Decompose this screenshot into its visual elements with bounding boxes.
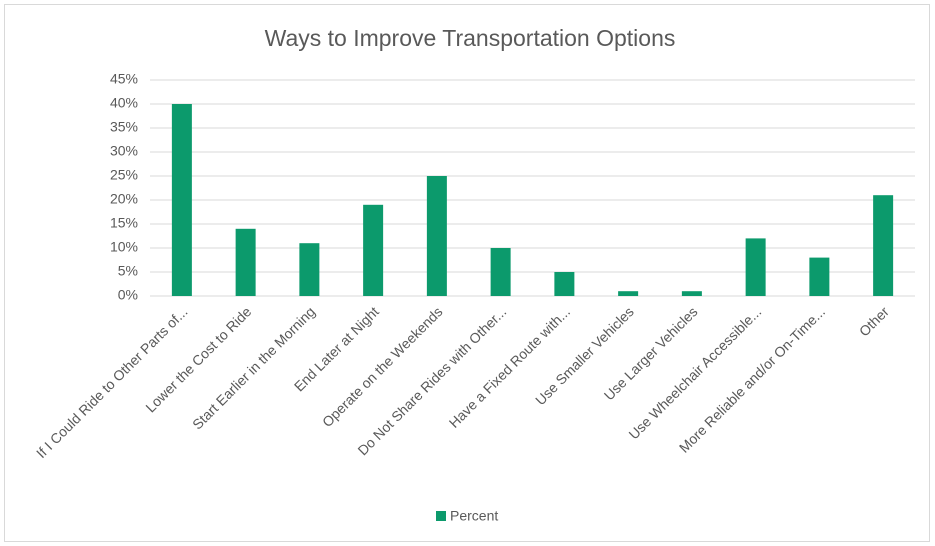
bar [490, 248, 511, 296]
bar [363, 204, 384, 296]
y-tick-label: 40% [110, 95, 138, 111]
bar [681, 291, 702, 296]
bar [426, 176, 447, 296]
bar [235, 228, 256, 296]
y-tick-label: 45% [110, 71, 138, 87]
bar [873, 195, 894, 296]
bar [171, 104, 192, 296]
y-tick-label: 20% [110, 191, 138, 207]
y-tick-label: 10% [110, 239, 138, 255]
chart-border [4, 4, 930, 542]
bar [809, 257, 830, 296]
y-tick-label: 15% [110, 215, 138, 231]
legend-label: Percent [450, 508, 498, 524]
y-tick-label: 5% [118, 263, 138, 279]
y-tick-label: 35% [110, 119, 138, 135]
bar [299, 243, 320, 296]
y-tick-label: 0% [118, 287, 138, 303]
bar [618, 291, 639, 296]
y-tick-label: 30% [110, 143, 138, 159]
bar [745, 238, 766, 296]
legend-swatch [436, 511, 446, 521]
bar [554, 272, 575, 296]
chart-title: Ways to Improve Transportation Options [265, 25, 676, 51]
y-tick-label: 25% [110, 167, 138, 183]
